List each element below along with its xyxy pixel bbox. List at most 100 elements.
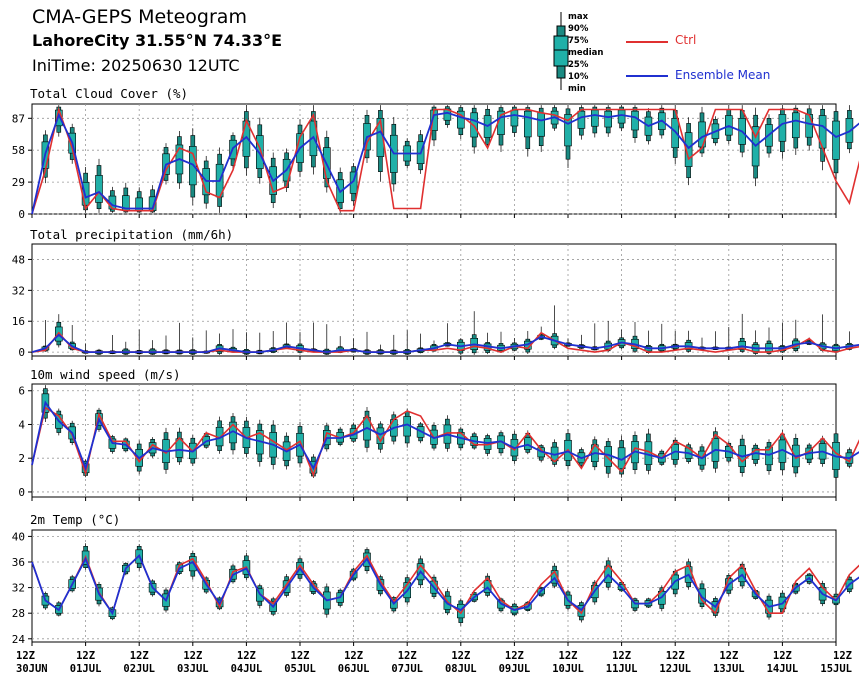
y-tick-label: 0 xyxy=(18,486,25,499)
panel-frame xyxy=(31,243,837,357)
x-tick-hour-label: 12Z xyxy=(773,650,792,662)
y-tick-label: 4 xyxy=(18,418,25,431)
x-tick-hour-label: 12Z xyxy=(612,650,631,662)
x-tick-hour-label: 12Z xyxy=(183,650,202,662)
x-tick-hour-label: 12Z xyxy=(719,650,738,662)
box-inner xyxy=(590,109,599,127)
box-inner xyxy=(631,110,639,131)
x-tick-hour-label: 12Z xyxy=(505,650,524,662)
y-tick-label: 48 xyxy=(12,253,25,266)
box-inner xyxy=(456,110,465,129)
x-tick-date-label: 11JUL xyxy=(606,663,638,675)
y-tick-label: 36 xyxy=(12,556,25,569)
legend-p75: 75% xyxy=(568,36,589,46)
y-tick-label: 87 xyxy=(12,112,25,125)
box-inner xyxy=(510,109,519,127)
x-tick-date-label: 04JUL xyxy=(231,663,263,675)
x-tick-date-label: 09JUL xyxy=(499,663,531,675)
y-tick-label: 16 xyxy=(12,315,25,328)
x-tick-date-label: 30JUN xyxy=(16,663,48,675)
box-inner xyxy=(523,437,532,450)
panel-frame xyxy=(31,529,837,643)
x-tick-hour-label: 12Z xyxy=(833,650,852,662)
header-location: LahoreCity 31.55°N 74.33°E xyxy=(32,31,283,50)
box-inner xyxy=(604,110,613,128)
x-tick-hour-label: 12Z xyxy=(451,650,470,662)
y-tick-label: 0 xyxy=(18,208,25,221)
legend-boxplot-icon xyxy=(553,12,569,90)
ctrl-series-line xyxy=(31,554,859,616)
x-tick-date-label: 14JUL xyxy=(767,663,799,675)
x-tick-date-label: 08JUL xyxy=(445,663,477,675)
x-tick-hour-label: 12Z xyxy=(130,650,149,662)
legend-median: median xyxy=(568,48,604,58)
box-inner xyxy=(805,114,814,138)
y-tick-label: 28 xyxy=(12,607,25,620)
box-inner xyxy=(684,132,693,167)
y-tick-label: 58 xyxy=(12,144,25,157)
panel-title: 2m Temp (°C) xyxy=(30,512,120,527)
box-inner xyxy=(617,109,626,124)
ensemble-mean-line xyxy=(31,554,859,616)
y-tick-label: 32 xyxy=(12,284,25,297)
box-inner xyxy=(765,446,773,466)
box-inner xyxy=(671,118,680,149)
box-inner xyxy=(564,114,572,147)
box-inner xyxy=(778,114,787,142)
legend-ctrl-line xyxy=(626,41,668,43)
y-tick-label: 2 xyxy=(18,452,25,465)
x-tick-hour-label: 12Z xyxy=(237,650,256,662)
header-title: CMA-GEPS Meteogram xyxy=(32,6,247,28)
ensemble-mean-line xyxy=(31,333,859,354)
y-tick-label: 6 xyxy=(18,385,25,398)
x-tick-date-label: 03JUL xyxy=(177,663,209,675)
ensemble-mean-line xyxy=(31,400,859,472)
x-tick-date-label: 07JUL xyxy=(391,663,423,675)
legend-max: max xyxy=(568,12,589,22)
legend-mean-label: Ensemble Mean xyxy=(675,68,771,82)
x-tick-hour-label: 12Z xyxy=(76,650,95,662)
x-tick-date-label: 12JUL xyxy=(659,663,691,675)
ctrl-series-line xyxy=(31,106,859,215)
box-inner xyxy=(95,175,103,203)
legend-min: min xyxy=(568,84,586,94)
x-tick-date-label: 01JUL xyxy=(70,663,102,675)
box-inner xyxy=(577,110,586,129)
box-inner xyxy=(349,171,358,194)
box-inner xyxy=(791,112,800,139)
box-inner xyxy=(523,110,532,138)
box-inner xyxy=(832,120,840,160)
ensemble-mean-line xyxy=(31,111,859,215)
box-inner xyxy=(483,580,492,593)
x-tick-hour-label: 12Z xyxy=(291,650,310,662)
x-tick-date-label: 13JUL xyxy=(713,663,745,675)
panel-title: Total precipitation (mm/6h) xyxy=(30,227,233,242)
panel-title: 10m wind speed (m/s) xyxy=(30,367,181,382)
box-inner xyxy=(537,112,546,137)
legend-p10: 10% xyxy=(568,72,589,82)
panel-title: Total Cloud Cover (%) xyxy=(30,86,188,101)
x-tick-hour-label: 12Z xyxy=(666,650,685,662)
x-tick-date-label: 05JUL xyxy=(284,663,316,675)
x-tick-hour-label: 12Z xyxy=(344,650,363,662)
x-tick-date-label: 06JUL xyxy=(338,663,370,675)
y-tick-label: 29 xyxy=(12,176,25,189)
y-tick-label: 32 xyxy=(12,582,25,595)
legend-p25: 25% xyxy=(568,60,589,70)
y-tick-label: 0 xyxy=(18,346,25,359)
x-tick-date-label: 10JUL xyxy=(552,663,584,675)
x-tick-hour-label: 12Z xyxy=(16,650,35,662)
y-tick-label: 40 xyxy=(12,530,25,543)
x-tick-date-label: 02JUL xyxy=(123,663,155,675)
box-inner xyxy=(845,118,854,143)
legend-ctrl-label: Ctrl xyxy=(675,33,697,47)
x-tick-date-label: 15JUL xyxy=(820,663,852,675)
x-tick-hour-label: 12Z xyxy=(398,650,417,662)
legend-mean-line xyxy=(626,75,668,77)
box-inner xyxy=(470,112,479,138)
y-tick-label: 24 xyxy=(12,633,26,646)
header-init-time: IniTime: 20250630 12UTC xyxy=(32,56,240,75)
legend-p90: 90% xyxy=(568,24,589,34)
x-tick-hour-label: 12Z xyxy=(559,650,578,662)
